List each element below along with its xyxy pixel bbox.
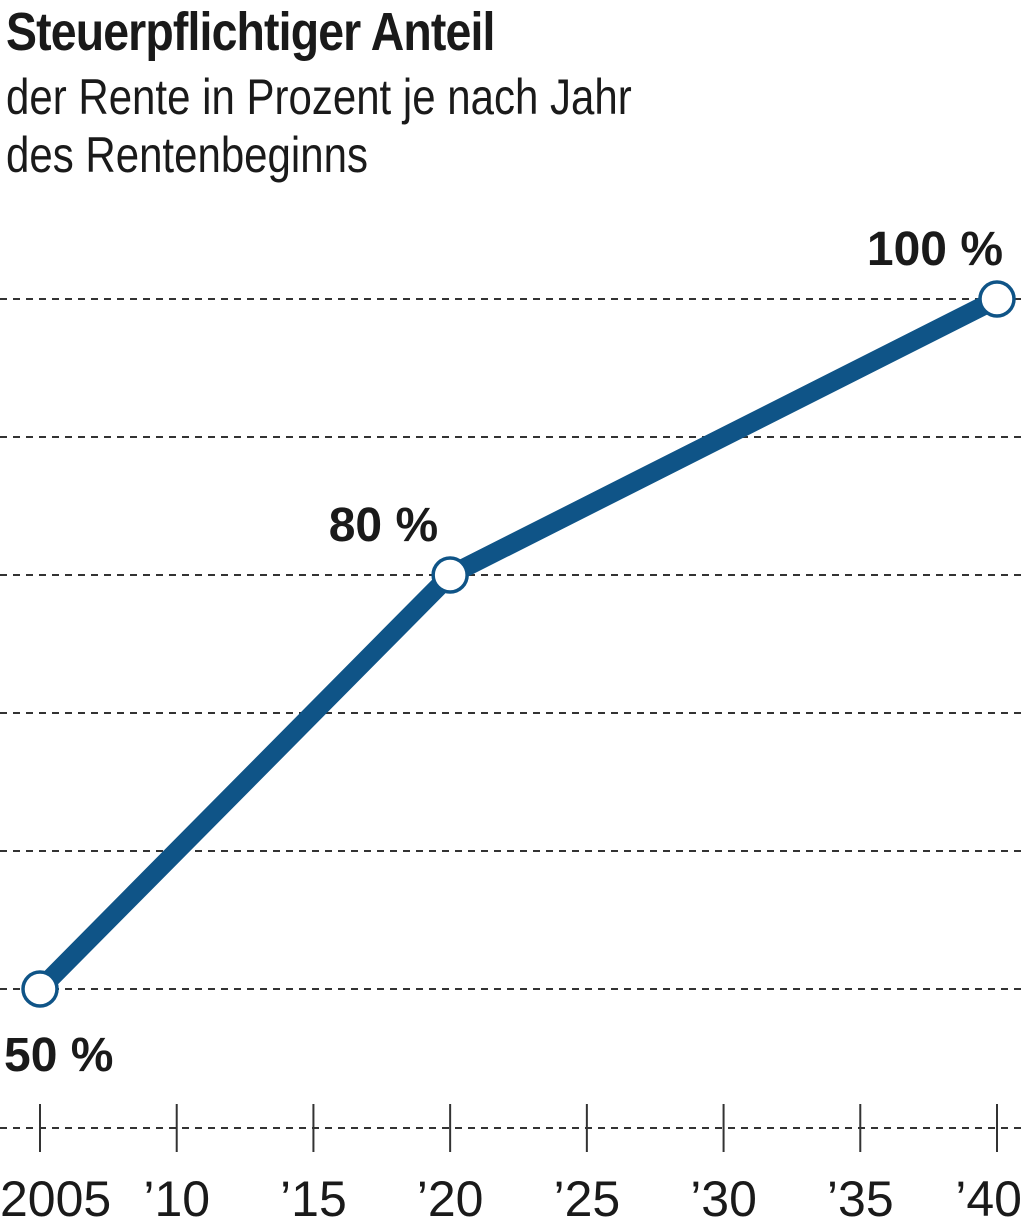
data-label-2005: 50 % [4,1029,113,1082]
x-tick-label-2005: 2005 [0,1171,111,1224]
chart-subtitle: der Rente in Prozent je nach Jahr des Re… [6,68,632,184]
data-point-2040 [978,280,1016,318]
x-tick-label-2015: ’15 [280,1171,347,1224]
data-labels: 50 % 80 % 100 % [4,223,1003,1082]
data-label-2020: 80 % [329,499,438,552]
x-tick-label-2010: ’10 [143,1171,210,1224]
x-tick-labels: 2005 ’10 ’15 ’20 ’25 ’30 ’35 ’40 [0,1171,1022,1224]
x-tick-label-2020: ’20 [417,1171,484,1224]
x-axis [0,1104,1024,1152]
x-tick-label-2040: ’40 [955,1171,1022,1224]
chart-subtitle-line-1: der Rente in Prozent je nach Jahr [6,69,632,125]
x-tick-label-2030: ’30 [690,1171,757,1224]
chart-subtitle-line-2: des Rentenbeginns [6,127,368,183]
data-point-2005 [21,970,59,1008]
data-point-2020 [431,556,469,594]
chart-title: Steuerpflichtiger Anteil [6,2,495,62]
data-markers [21,280,1016,1008]
series-line-group [30,289,1007,999]
data-label-2040: 100 % [867,223,1003,276]
x-tick-label-2025: ’25 [553,1171,620,1224]
series-line [30,289,1007,999]
x-tick-label-2035: ’35 [827,1171,894,1224]
